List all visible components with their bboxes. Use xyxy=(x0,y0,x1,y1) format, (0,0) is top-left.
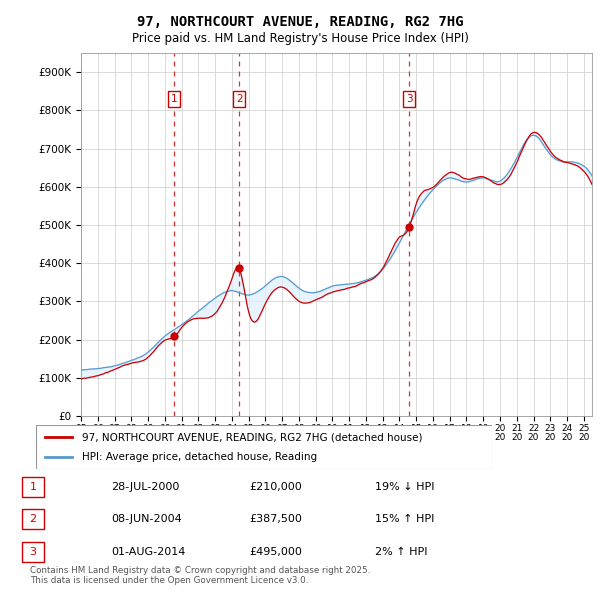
Text: 2: 2 xyxy=(29,514,37,524)
FancyBboxPatch shape xyxy=(36,425,492,469)
Text: £387,500: £387,500 xyxy=(249,514,302,524)
Text: 28-JUL-2000: 28-JUL-2000 xyxy=(111,482,179,491)
Text: 3: 3 xyxy=(29,547,37,556)
Text: 2: 2 xyxy=(236,94,242,104)
Text: 08-JUN-2004: 08-JUN-2004 xyxy=(111,514,182,524)
Text: 2% ↑ HPI: 2% ↑ HPI xyxy=(375,547,427,556)
Text: 01-AUG-2014: 01-AUG-2014 xyxy=(111,547,185,556)
Text: Contains HM Land Registry data © Crown copyright and database right 2025.
This d: Contains HM Land Registry data © Crown c… xyxy=(30,566,370,585)
Text: 97, NORTHCOURT AVENUE, READING, RG2 7HG: 97, NORTHCOURT AVENUE, READING, RG2 7HG xyxy=(137,15,463,29)
Text: 19% ↓ HPI: 19% ↓ HPI xyxy=(375,482,434,491)
Text: HPI: Average price, detached house, Reading: HPI: Average price, detached house, Read… xyxy=(82,452,317,462)
Text: £210,000: £210,000 xyxy=(249,482,302,491)
Text: 3: 3 xyxy=(406,94,413,104)
Text: 1: 1 xyxy=(171,94,178,104)
Text: 97, NORTHCOURT AVENUE, READING, RG2 7HG (detached house): 97, NORTHCOURT AVENUE, READING, RG2 7HG … xyxy=(82,432,422,442)
Text: £495,000: £495,000 xyxy=(249,547,302,556)
Text: Price paid vs. HM Land Registry's House Price Index (HPI): Price paid vs. HM Land Registry's House … xyxy=(131,32,469,45)
Text: 15% ↑ HPI: 15% ↑ HPI xyxy=(375,514,434,524)
Text: 1: 1 xyxy=(29,482,37,491)
